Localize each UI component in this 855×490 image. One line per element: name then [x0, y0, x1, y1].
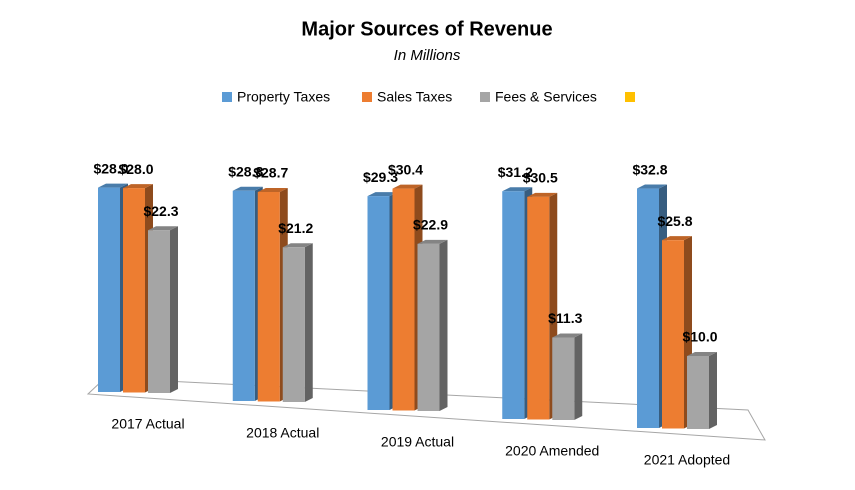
- bar-side: [574, 333, 583, 420]
- bar-front: [123, 188, 145, 393]
- data-label: $32.8: [632, 161, 667, 177]
- bar-top: [148, 226, 178, 231]
- legend-swatch: [625, 92, 635, 102]
- bar-front: [527, 196, 550, 420]
- bar-front: [662, 240, 684, 429]
- bar-top: [662, 236, 692, 241]
- data-label: $22.9: [413, 217, 448, 233]
- bar-front: [367, 196, 390, 410]
- bar: [282, 243, 313, 402]
- bar: [662, 236, 692, 429]
- bar-top: [687, 352, 717, 356]
- bar: [687, 352, 717, 429]
- bar-top: [282, 243, 313, 248]
- data-label: $28.0: [93, 160, 128, 176]
- data-label: $28.0: [118, 161, 153, 177]
- data-label: $30.5: [523, 170, 558, 186]
- bar-side: [304, 243, 313, 402]
- data-label: $28.7: [253, 165, 288, 181]
- data-label: $10.0: [682, 329, 717, 345]
- bar-top: [257, 187, 288, 192]
- bar-front: [232, 190, 255, 401]
- data-label: $30.4: [388, 161, 423, 177]
- bar-front: [502, 191, 525, 419]
- bar-front: [417, 243, 440, 411]
- data-label: $29.3: [363, 169, 398, 185]
- legend-label: Property Taxes: [237, 89, 330, 105]
- bar: [552, 333, 583, 420]
- bar-top: [367, 192, 398, 197]
- bar-front: [282, 247, 305, 402]
- data-label: $25.8: [657, 213, 692, 229]
- bar-top: [637, 184, 667, 189]
- legend-label: Sales Taxes: [377, 89, 452, 105]
- bar-top: [232, 186, 263, 191]
- chart-subtitle: In Millions: [394, 47, 461, 64]
- data-label: $28.8: [228, 163, 263, 179]
- bar-top: [552, 333, 583, 338]
- data-label: $31.2: [498, 164, 533, 180]
- x-tick-label: 2020 Amended: [505, 443, 599, 459]
- bar-top: [392, 184, 423, 189]
- x-tick-label: 2018 Actual: [246, 425, 319, 441]
- x-tick-label: 2017 Actual: [111, 416, 184, 432]
- bar-top: [123, 184, 153, 189]
- bar-front: [257, 191, 280, 402]
- x-tick-label: 2021 Adopted: [644, 452, 730, 468]
- bar-side: [709, 352, 717, 429]
- legend-label: Fees & Services: [495, 89, 597, 105]
- bar-top: [527, 192, 558, 197]
- bar-front: [637, 188, 659, 428]
- bar-front: [552, 337, 575, 420]
- bar-top: [417, 239, 448, 244]
- bar-front: [392, 188, 415, 411]
- bar-front: [687, 356, 709, 429]
- bar: [148, 226, 178, 393]
- legend-swatch: [222, 92, 232, 102]
- bar-top: [502, 187, 533, 192]
- legend-swatch: [480, 92, 490, 102]
- legend-swatch: [362, 92, 372, 102]
- x-tick-label: 2019 Actual: [381, 434, 454, 450]
- bar-front: [148, 230, 170, 393]
- bar: [417, 239, 448, 411]
- bar-front: [98, 187, 120, 392]
- chart-title: Major Sources of Revenue: [301, 18, 552, 40]
- bar-side: [170, 226, 178, 393]
- data-label: $22.3: [143, 203, 178, 219]
- data-label: $11.3: [548, 310, 582, 326]
- bar-side: [439, 239, 448, 411]
- bar-top: [98, 183, 128, 188]
- data-label: $21.2: [278, 220, 313, 236]
